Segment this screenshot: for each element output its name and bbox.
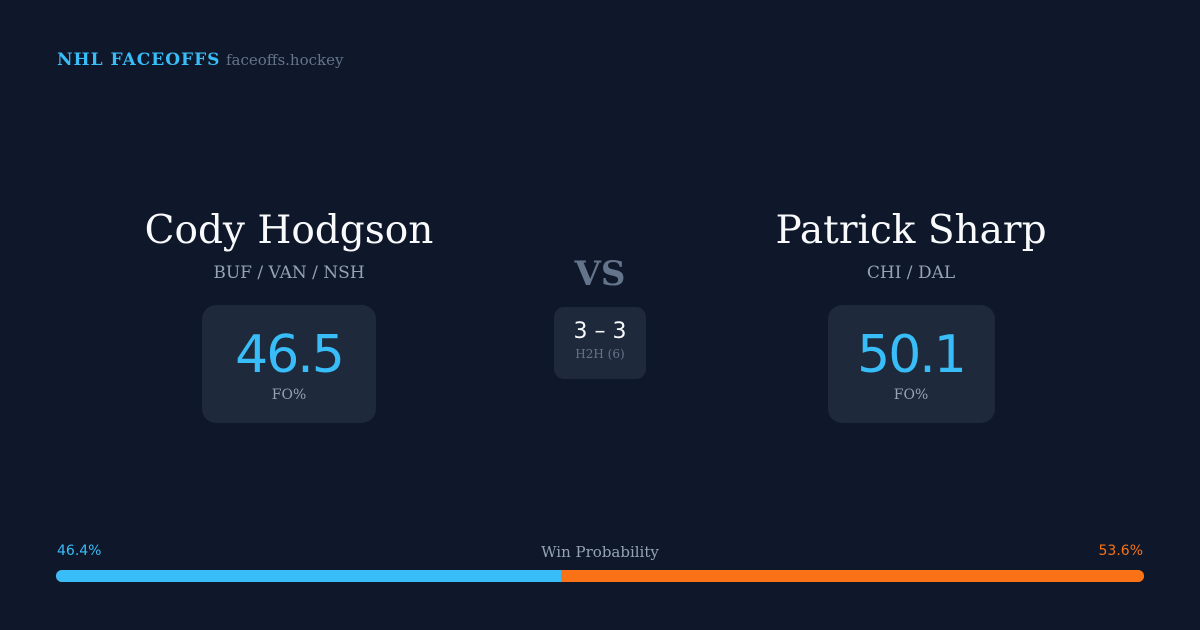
player-2-fo-pct: 50.1 bbox=[857, 325, 967, 385]
player-1-fo-label: FO% bbox=[271, 387, 307, 403]
h2h-score: 3 – 3 bbox=[573, 319, 627, 344]
win-prob-right: 53.6% bbox=[1098, 543, 1143, 559]
win-prob-title: Win Probability bbox=[541, 543, 659, 561]
h2h-label: H2H (6) bbox=[575, 347, 625, 361]
player-1-fo-pct: 46.5 bbox=[235, 325, 345, 385]
win-probability-bar bbox=[56, 570, 1144, 582]
win-prob-left: 46.4% bbox=[57, 543, 102, 559]
player-1-panel: Cody Hodgson BUF / VAN / NSH 46.5 FO% bbox=[89, 205, 489, 423]
brand-logo-text: NHL FACEOFFS bbox=[57, 50, 221, 70]
player-1-fo-card: 46.5 FO% bbox=[202, 305, 376, 423]
site-domain: faceoffs.hockey bbox=[226, 51, 344, 69]
vs-label: VS bbox=[574, 254, 626, 294]
player-2-fo-card: 50.1 FO% bbox=[827, 305, 995, 423]
player-2-fo-label: FO% bbox=[893, 387, 929, 403]
player-1-teams: BUF / VAN / NSH bbox=[213, 263, 365, 283]
player-2-panel: Patrick Sharp CHI / DAL 50.1 FO% bbox=[711, 205, 1111, 423]
win-prob-bar-left bbox=[56, 570, 561, 582]
h2h-card: 3 – 3 H2H (6) bbox=[554, 307, 646, 379]
player-2-name: Patrick Sharp bbox=[775, 208, 1047, 253]
player-2-teams: CHI / DAL bbox=[866, 263, 956, 283]
player-1-name: Cody Hodgson bbox=[144, 208, 434, 253]
win-prob-bar-right bbox=[560, 570, 1144, 582]
